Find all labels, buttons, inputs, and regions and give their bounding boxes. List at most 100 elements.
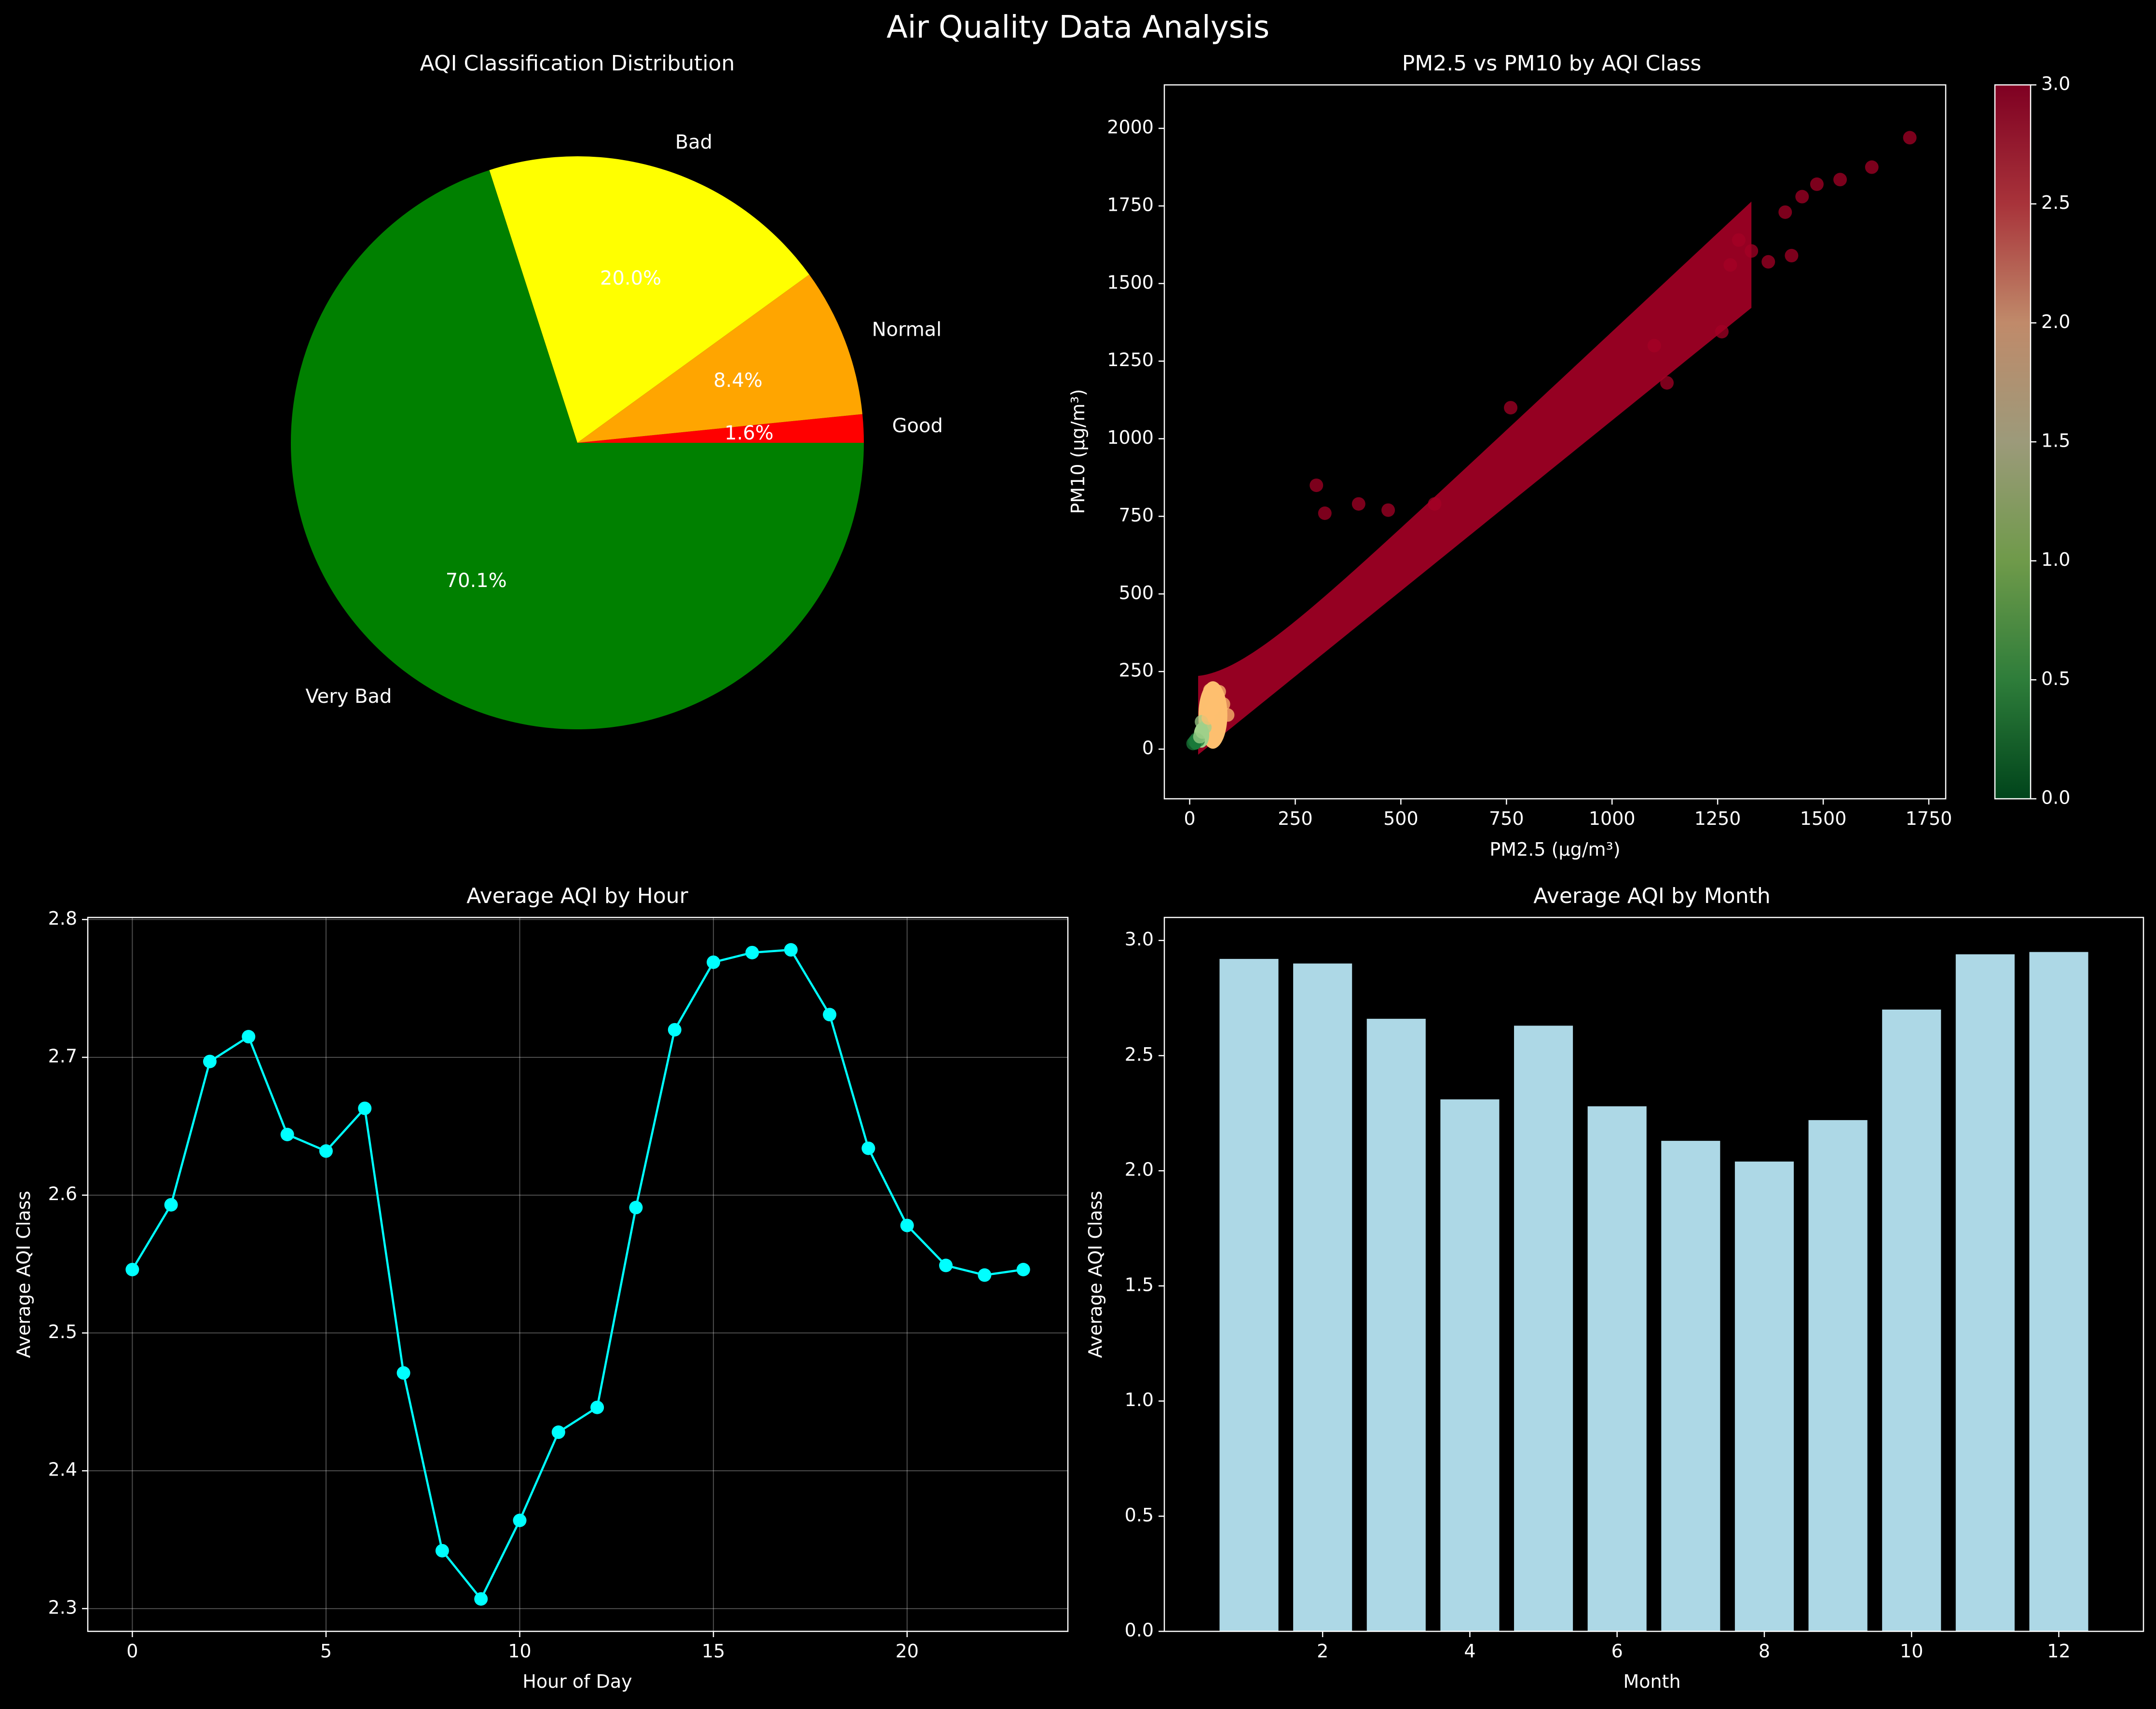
scatter-axes-frame (1163, 84, 1947, 800)
line-point (358, 1101, 372, 1115)
bar-month-8 (1734, 1162, 1794, 1631)
scatter-point (1428, 497, 1442, 511)
colorbar-tick-label: 0.0 (2041, 787, 2070, 808)
line-point (513, 1514, 527, 1527)
bar-month-10 (1882, 1009, 1941, 1631)
scatter-point (1810, 177, 1824, 191)
scatter-point (1833, 173, 1847, 187)
bar-xtick-label: 12 (2047, 1641, 2070, 1662)
line-ytick-label: 2.4 (48, 1459, 77, 1480)
line-ylabel: Average AQI Class (13, 1191, 34, 1358)
bar-month-5 (1514, 1025, 1573, 1631)
line-xtick-label: 20 (896, 1641, 919, 1662)
scatter-point (1381, 503, 1395, 517)
line-point (823, 1008, 837, 1022)
line-ytick-label: 2.5 (48, 1321, 77, 1342)
scatter-ytick-label: 500 (1119, 582, 1154, 603)
scatter-xtick-label: 1000 (1589, 808, 1636, 829)
scatter-xtick-label: 0 (1184, 808, 1195, 829)
figure-title: Air Quality Data Analysis (887, 10, 1269, 45)
scatter-point (1865, 160, 1879, 174)
scatter-point (1660, 376, 1674, 390)
scatter-cluster-class-3 (1198, 201, 1752, 755)
line-ytick-label: 2.7 (48, 1046, 77, 1067)
pie-label: Bad (675, 131, 712, 153)
bar-month-12 (2029, 952, 2088, 1631)
scatter-point (1318, 506, 1332, 520)
scatter-ytick-label: 0 (1142, 738, 1154, 759)
scatter-point (1310, 479, 1324, 492)
bar-xlabel: Month (1623, 1671, 1680, 1692)
line-series (131, 948, 1023, 1601)
pie-slice-good (577, 414, 864, 443)
line-point (707, 955, 721, 969)
colorbar-tick-label: 2.0 (2041, 311, 2070, 332)
scatter-point (1778, 205, 1792, 219)
bar-chart: Average AQI by Month 2 4 6 8 10 12 0.0 0.5 1.0 1.… (1085, 884, 2144, 1692)
colorbar-tick-label: 1.0 (2041, 549, 2070, 570)
colorbar-tick-label: 1.5 (2041, 430, 2070, 451)
scatter-xlabel: PM2.5 (µg/m³) (1489, 839, 1620, 860)
line-point (474, 1592, 488, 1606)
line-point (784, 943, 798, 957)
bar-axes-frame (1163, 916, 2144, 1632)
line-point (861, 1141, 875, 1155)
bar-ytick-label: 2.5 (1125, 1044, 1154, 1065)
line-point (164, 1198, 178, 1212)
line-point (319, 1144, 333, 1158)
scatter-ytick-label: 2000 (1107, 117, 1154, 138)
line-xtick-label: 5 (320, 1641, 332, 1662)
bar-ytick-label: 3.0 (1125, 929, 1154, 950)
line-xtick-label: 15 (702, 1641, 725, 1662)
line-point (203, 1054, 217, 1068)
line-point (978, 1268, 992, 1282)
scatter-xtick-label: 1500 (1800, 808, 1847, 829)
scatter-ylabel: PM10 (µg/m³) (1067, 389, 1089, 514)
line-point (242, 1030, 256, 1044)
line-point (629, 1201, 643, 1215)
pie-pct-label: 1.6% (724, 422, 774, 444)
bar-month-9 (1808, 1120, 1868, 1631)
scatter-ytick-label: 1000 (1107, 427, 1154, 448)
bar-ytick-label: 1.5 (1125, 1274, 1154, 1295)
line-point (900, 1218, 914, 1232)
scatter-ytick-label: 1500 (1107, 272, 1154, 293)
bar-title: Average AQI by Month (1533, 884, 1770, 908)
line-point (125, 1263, 139, 1276)
line-point (1016, 1263, 1030, 1276)
scatter-point (1647, 339, 1661, 353)
line-ytick-label: 2.3 (48, 1597, 77, 1618)
line-point (590, 1400, 604, 1414)
pie-pct-label: 70.1% (446, 570, 507, 592)
bar-ytick-label: 1.0 (1125, 1389, 1154, 1410)
line-ytick-label: 2.6 (48, 1183, 77, 1204)
scatter-point (1715, 325, 1729, 339)
scatter-xtick-label: 250 (1278, 808, 1313, 829)
pie-label: Normal (872, 318, 942, 341)
pie-title: AQI Classification Distribution (420, 51, 735, 76)
line-point (745, 945, 759, 959)
scatter-point (1216, 697, 1230, 711)
bar-ytick-label: 0.0 (1125, 1620, 1154, 1641)
bar-month-7 (1661, 1141, 1720, 1631)
pie-slice-very-bad (291, 170, 864, 729)
line-xtick-label: 10 (508, 1641, 531, 1662)
bar-xtick-label: 8 (1759, 1641, 1770, 1662)
scatter-xtick-label: 750 (1489, 808, 1524, 829)
bar-ylabel: Average AQI Class (1085, 1191, 1106, 1358)
line-point (280, 1128, 294, 1141)
bar-xtick-label: 2 (1317, 1641, 1328, 1662)
colorbar-tick-label: 3.0 (2041, 73, 2070, 95)
bar-month-3 (1366, 1019, 1426, 1631)
scatter-xtick-label: 500 (1383, 808, 1419, 829)
bar-ytick-label: 0.5 (1125, 1504, 1154, 1526)
scatter-point (1723, 258, 1737, 272)
colorbar-tick-label: 0.5 (2041, 668, 2070, 689)
scatter-ytick-label: 250 (1119, 660, 1154, 681)
scatter-point (1903, 131, 1917, 145)
scatter-ytick-label: 1750 (1107, 194, 1154, 215)
scatter-point (1745, 244, 1759, 258)
bar-xtick-label: 6 (1611, 1641, 1623, 1662)
scatter-point (1221, 708, 1235, 722)
bar-xtick-label: 10 (1900, 1641, 1923, 1662)
